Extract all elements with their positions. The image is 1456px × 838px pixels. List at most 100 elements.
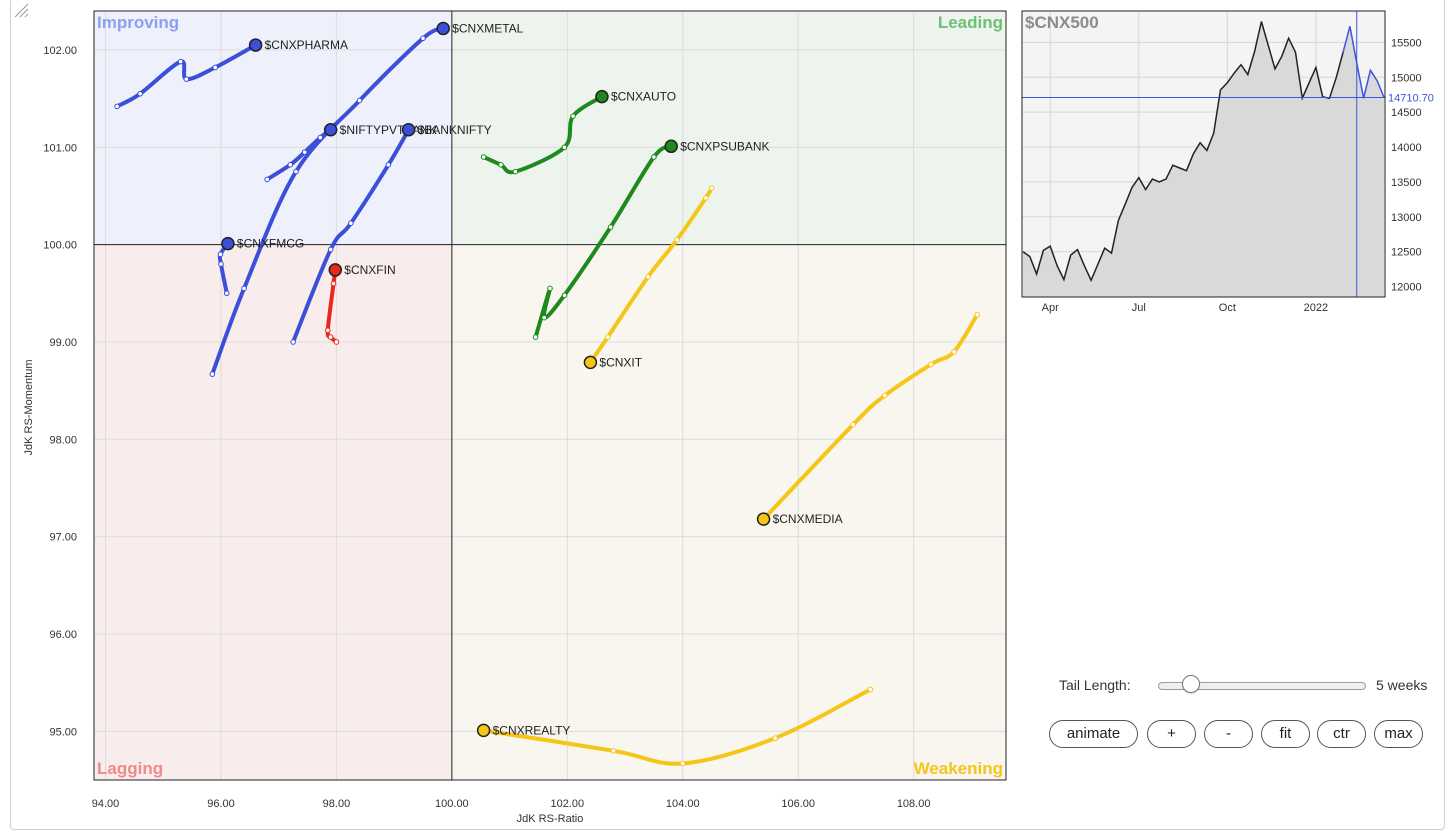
animate-button[interactable]: animate: [1049, 720, 1138, 748]
series-cnxrealty: $CNXREALTY: [476, 686, 874, 767]
mini-x-tick-label: Oct: [1219, 302, 1236, 314]
tail-point: [218, 261, 224, 267]
tail-length-slider-track[interactable]: [1158, 682, 1366, 690]
tail-point: [651, 154, 657, 160]
x-axis-title: JdK RS-Ratio: [517, 813, 584, 825]
mini-y-tick-label: 13000: [1391, 212, 1422, 224]
x-tick-label: 96.00: [207, 798, 235, 810]
tail-point: [850, 421, 856, 428]
tail-point: [223, 290, 230, 297]
tail-point: [570, 113, 576, 119]
head-marker: [583, 355, 598, 370]
cnx500-mini-chart: Apr Jul Oct 2022 12000 12500 13000 13500 14000 14…: [1021, 10, 1434, 314]
tail-point: [177, 58, 184, 65]
y-tick-label: 98.00: [49, 434, 77, 446]
tail-point: [604, 334, 611, 340]
tail-point: [330, 280, 337, 287]
tail-point: [327, 334, 334, 340]
tail-length-slider-thumb[interactable]: [1182, 675, 1200, 693]
tail-point: [333, 339, 340, 345]
x-tick-label: 98.00: [323, 798, 351, 810]
mini-y-tick-label: 14500: [1391, 107, 1422, 119]
series-cnxpharma: $CNXPHARMA: [114, 38, 348, 110]
mini-price-line: [1022, 21, 1344, 283]
mini-chart-title: $CNX500: [1025, 13, 1099, 32]
x-tick-label: 100.00: [435, 798, 469, 810]
tail-point: [607, 224, 614, 230]
head-marker: [664, 139, 678, 154]
tail-point: [114, 103, 120, 110]
head-marker: [328, 263, 343, 277]
resize-grip-icon[interactable]: [11, 0, 29, 18]
series-label: $CNXIT: [599, 355, 642, 369]
tail-point: [541, 314, 548, 321]
tail-point: [498, 162, 504, 168]
mini-y-tick-label: 12500: [1391, 247, 1422, 259]
tail-point: [348, 220, 354, 227]
tail-length-label: Tail Length:: [1059, 677, 1131, 693]
tail-point: [547, 285, 553, 292]
head-marker: [756, 512, 771, 526]
zoom-out-button[interactable]: -: [1204, 720, 1253, 748]
series-label: $CNXFIN: [344, 263, 395, 277]
y-tick-label: 100.00: [43, 240, 77, 252]
rrg-chart: 94.00 96.00 98.00 100.00 102.00 104.00 106.00 1…: [23, 10, 1007, 825]
head-marker: [401, 123, 416, 137]
tail-point: [561, 144, 568, 151]
series-label: $CNXREALTY: [493, 723, 571, 737]
mini-x-tick-label: Jul: [1132, 302, 1146, 314]
tail-point: [327, 246, 334, 253]
tail-point: [356, 97, 363, 104]
series-label: $CNXFMCG: [237, 237, 304, 251]
tail-point: [674, 236, 680, 243]
tail-point: [301, 149, 308, 155]
plot-frame: [93, 10, 1007, 781]
tail-point: [703, 195, 709, 201]
tail-point: [209, 371, 216, 377]
head-marker: [248, 38, 263, 52]
tail-point: [317, 134, 324, 141]
y-tick-label: 97.00: [49, 532, 77, 544]
series-cnxfin: $CNXFIN: [324, 263, 396, 345]
tail-point: [183, 76, 190, 82]
mini-plot-frame: [1021, 10, 1386, 298]
head-marker: [595, 89, 609, 104]
x-tick-label: 104.00: [666, 798, 700, 810]
series-cnxmetal: $CNXMETAL: [209, 22, 524, 377]
y-tick-label: 95.00: [49, 726, 77, 738]
mini-y-tick-label: 15000: [1391, 72, 1422, 84]
tail-point: [137, 90, 143, 97]
tail-point: [385, 162, 392, 168]
mini-x-tick-label: 2022: [1304, 302, 1328, 314]
tail-point: [290, 339, 296, 345]
fit-button[interactable]: fit: [1261, 720, 1310, 748]
y-tick-label: 99.00: [49, 337, 77, 349]
tail-point: [610, 747, 617, 754]
tail-point: [324, 327, 331, 334]
center-button[interactable]: ctr: [1317, 720, 1366, 748]
tail-point: [881, 392, 888, 399]
series-cnxfmcg: $CNXFMCG: [217, 236, 304, 297]
mini-current-value-label: 14710.70: [1388, 92, 1434, 104]
rrg-widget: 94.00 96.00 98.00 100.00 102.00 104.00 106.00 1…: [10, 0, 1445, 830]
mini-y-tick-label: 12000: [1391, 282, 1422, 294]
quadrant-label-lagging: Lagging: [97, 759, 163, 778]
head-marker: [323, 123, 338, 137]
mini-y-tick-label: 15500: [1391, 37, 1422, 49]
zoom-in-button[interactable]: +: [1147, 720, 1196, 748]
head-marker: [221, 236, 235, 251]
x-tick-label: 106.00: [781, 798, 815, 810]
series-banknifty: $BANKNIFTY: [290, 123, 492, 345]
mini-price-line-highlight: [1342, 26, 1385, 99]
series-cnxauto: $CNXAUTO: [480, 89, 676, 175]
tail-point: [561, 292, 568, 299]
tail-point: [867, 686, 874, 693]
tail-length-value: 5 weeks: [1376, 677, 1428, 693]
mini-x-tick-label: Apr: [1042, 302, 1059, 314]
max-button[interactable]: max: [1374, 720, 1423, 748]
tail-point: [928, 361, 934, 368]
tail-point: [532, 334, 539, 340]
series-cnxit: $CNXIT: [583, 185, 715, 370]
mini-price-area: [1023, 21, 1384, 297]
series-label: $CNXMETAL: [452, 22, 523, 36]
